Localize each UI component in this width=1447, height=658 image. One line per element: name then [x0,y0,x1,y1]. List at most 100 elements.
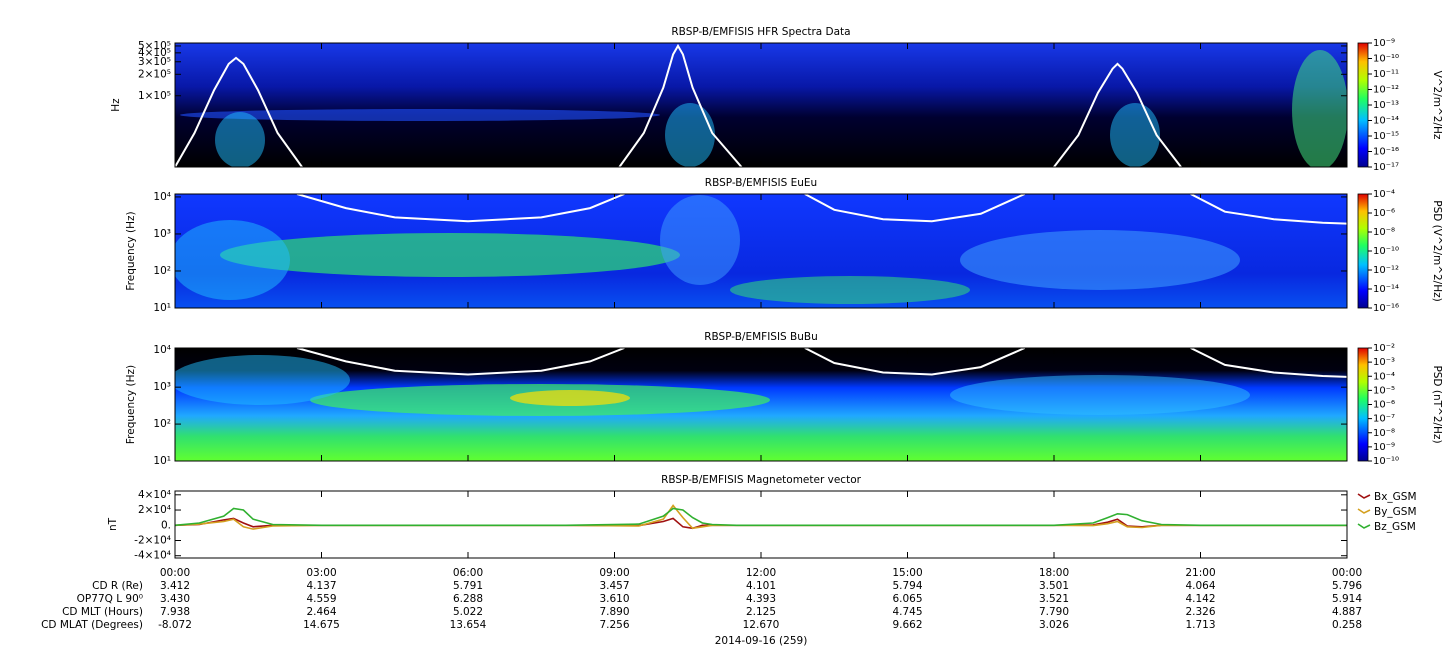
ephemeris-value: 7.938 [160,606,190,618]
panel-frame [174,347,1348,462]
ephemeris-value: 3.026 [1039,619,1069,631]
y-tick-label: 2×10⁴ [138,504,171,516]
panel-title: RBSP-B/EMFISIS EuEu [705,177,817,189]
y-axis-label: Frequency (Hz) [125,211,137,290]
data-line [174,517,1347,530]
ephemeris-value: 5.791 [453,580,483,592]
colorbar-tick-label: 10⁻¹² [1373,265,1399,276]
ephemeris-value: 7.890 [599,606,629,618]
ephemeris-value: 4.393 [746,593,776,605]
ephemeris-value: 5.022 [453,606,483,618]
ephemeris-value: 3.501 [1039,580,1069,592]
y-tick-label: 0. [161,519,171,531]
y-tick-label: 1×10⁵ [138,90,171,102]
colorbar-tick-label: 10⁻¹² [1373,85,1399,96]
colorbar-tick-label: 10⁻⁵ [1373,385,1395,396]
colorbar [1357,42,1369,168]
spectral-feature [1110,103,1160,167]
panel-frame [174,42,1348,168]
colorbar [1357,193,1369,309]
x-tick-label: 00:00 [160,567,190,579]
colorbar-tick-label: 10⁻⁹ [1373,442,1395,453]
legend-swatch [1357,493,1371,499]
y-tick-label: 4×10⁵ [138,47,171,59]
y-tick-label: 10² [153,418,171,430]
ephemeris-value: 3.430 [160,593,190,605]
legend-swatch [1357,523,1371,529]
spectral-feature [510,390,630,406]
x-tick-label: 15:00 [892,567,922,579]
ephemeris-label: CD MLT (Hours) [62,606,143,618]
colorbar-tick-label: 10⁻² [1373,343,1395,354]
panel-frame [174,490,1348,559]
colorbar-tick-label: 10⁻⁶ [1373,208,1395,219]
y-tick-label: 10³ [153,228,171,240]
colorbar-tick-label: 10⁻⁴ [1373,189,1395,200]
x-tick-label: 12:00 [746,567,776,579]
ephemeris-label: CD MLAT (Degrees) [41,619,143,631]
spectral-feature [215,112,265,167]
spectral-feature [665,103,715,167]
ephemeris-value: 3.610 [599,593,629,605]
ephemeris-value: 2.125 [746,606,776,618]
spectral-feature [220,233,680,277]
x-tick-label: 00:00 [1332,567,1362,579]
spectral-feature [175,220,290,300]
curve-group [296,194,1347,225]
ephemeris-value: 7.790 [1039,606,1069,618]
ephemeris-value: 9.662 [892,619,922,631]
legend-swatch [1357,508,1371,514]
ephemeris-value: 5.914 [1332,593,1362,605]
spectrogram-features [175,195,1240,304]
colorbar-tick-label: 10⁻¹⁶ [1373,303,1399,314]
y-tick-label: 10¹ [153,302,171,314]
ephemeris-value: 4.142 [1185,593,1215,605]
panel-title: RBSP-B/EMFISIS Magnetometer vector [661,474,862,486]
ephemeris-value: 5.794 [892,580,922,592]
ephemeris-value: 3.457 [599,580,629,592]
frequency-curve [296,348,1347,378]
spectrogram-features [180,50,1347,167]
colorbar-label: V^2/m^2/Hz [1431,71,1443,140]
spectral-feature [175,355,350,405]
x-tick-label: 03:00 [306,567,336,579]
data-line [174,507,1347,527]
ephemeris-value: 6.065 [892,593,922,605]
y-tick-label: 10⁴ [153,191,171,203]
ephemeris-value: 4.887 [1332,606,1362,618]
colorbar-tick-label: 10⁻¹⁴ [1373,116,1399,127]
x-tick-label: 18:00 [1039,567,1069,579]
ephemeris-value: 4.137 [306,580,336,592]
colorbar-tick-label: 10⁻³ [1373,357,1395,368]
ephemeris-value: 4.745 [892,606,922,618]
ephemeris-value: 3.521 [1039,593,1069,605]
y-axis-label: nT [107,517,119,531]
colorbar-tick-label: 10⁻¹⁴ [1373,284,1399,295]
y-tick-label: 3×10⁵ [138,56,171,68]
colorbar-tick-label: 10⁻¹⁰ [1373,54,1399,65]
colorbar-tick-label: 10⁻⁶ [1373,400,1395,411]
x-tick-label: 06:00 [453,567,483,579]
colorbar-tick-label: 10⁻¹¹ [1373,69,1399,80]
y-axis-label: Hz [110,98,122,112]
x-tick-label: 21:00 [1185,567,1215,579]
ephemeris-label: CD R (Re) [92,580,143,592]
y-tick-label: 10² [153,265,171,277]
spectral-feature [950,375,1250,415]
ephemeris-value: 4.101 [746,580,776,592]
colorbar-tick-label: 10⁻¹⁰ [1373,456,1399,467]
colorbar-label: PSD (V^2/m^2/Hz) [1431,200,1443,301]
curve-group [296,348,1347,378]
ephemeris-value: 7.256 [599,619,629,631]
colorbar-tick-label: 10⁻¹⁰ [1373,246,1399,257]
ephemeris-value: 5.796 [1332,580,1362,592]
x-tick-label: 09:00 [599,567,629,579]
colorbar-tick-label: 10⁻¹⁶ [1373,147,1399,158]
spectral-feature [730,276,970,304]
colorbar-tick-label: 10⁻¹³ [1373,100,1399,111]
colorbar-tick-label: 10⁻⁹ [1373,38,1395,49]
ephemeris-value: 4.559 [306,593,336,605]
panel-frame [174,193,1348,309]
y-tick-label: -2×10⁴ [134,534,171,546]
